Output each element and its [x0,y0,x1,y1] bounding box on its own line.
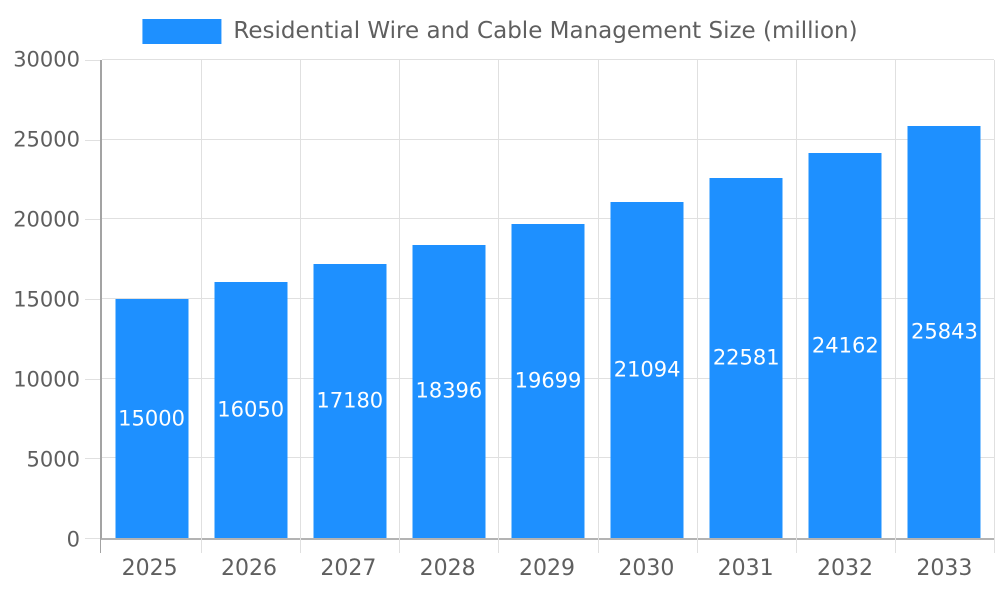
y-axis-tick-label: 30000 [13,47,80,72]
y-axis-tick-label: 0 [66,527,80,552]
y-axis-tick-label: 25000 [13,127,80,152]
gridline-v [201,60,203,538]
bar: 17180 [313,264,387,538]
bar-value-label: 18396 [415,378,483,403]
y-tick-mark [85,458,100,460]
gridline-v [696,60,698,538]
y-tick-mark [85,538,100,539]
gridline-v [300,60,302,538]
bar-value-label: 17180 [316,388,384,413]
gridline-h [102,59,994,60]
bar: 21094 [610,201,684,538]
bar: 25843 [907,126,981,538]
bar-value-label: 25843 [911,319,978,344]
x-tick-mark [300,538,302,553]
x-tick-mark [696,538,698,553]
gridline-v [498,60,500,538]
gridline-v [399,60,401,538]
bar: 22581 [709,178,783,538]
bar-value-label: 15000 [118,406,185,430]
gridline-v [597,60,599,538]
x-axis-tick-label: 2033 [916,556,973,581]
y-tick-mark [85,139,100,141]
plot-area: 15000 16050 17180 18396 19699 21094 22581 24162… [85,59,995,553]
x-axis-tick-label: 2032 [817,556,873,581]
gridline-h [102,218,994,220]
x-tick-mark [597,538,599,553]
x-axis-tick-label: 2026 [221,556,277,581]
x-axis-tick-label: 2028 [419,556,476,581]
y-tick-mark [85,378,100,380]
y-axis-tick-label: 15000 [13,287,80,312]
y-axis-tick-label: 10000 [13,367,80,392]
x-tick-mark [399,538,401,553]
x-axis-tick-label: 2031 [717,556,774,581]
y-tick-mark [85,60,100,61]
x-tick-mark [201,538,203,553]
y-tick-mark [85,299,100,300]
bar: 19699 [511,224,585,538]
x-tick-mark [994,538,995,553]
gridline-v [994,60,995,538]
x-tick-mark [894,538,896,553]
x-axis-tick-label: 2029 [519,556,575,581]
legend-swatch-icon [142,18,222,44]
bar-value-label: 22581 [712,345,780,370]
x-axis-tick-label: 2027 [320,556,377,581]
gridline-h [102,138,994,140]
bar: 24162 [808,153,882,538]
x-tick-mark [100,538,101,553]
bar-value-label: 16050 [217,397,285,422]
bar: 16050 [214,282,288,538]
x-tick-mark [795,538,797,553]
gridline-v [795,60,797,538]
x-axis-tick-label: 2025 [121,556,178,581]
bar: 15000 [115,299,189,538]
x-axis-tick-label: 2030 [618,556,675,581]
bar: 18396 [412,244,486,538]
y-axis-tick-label: 20000 [13,207,80,232]
bar-value-label: 24162 [811,333,879,358]
y-axis-tick-label: 5000 [26,447,80,472]
legend: Residential Wire and Cable Management Si… [142,18,858,44]
legend-label: Residential Wire and Cable Management Si… [233,18,858,44]
y-tick-mark [85,219,100,221]
gridline-v [894,60,896,538]
x-tick-mark [498,538,500,553]
bar-value-label: 21094 [613,357,681,382]
bar-value-label: 19699 [514,368,582,393]
